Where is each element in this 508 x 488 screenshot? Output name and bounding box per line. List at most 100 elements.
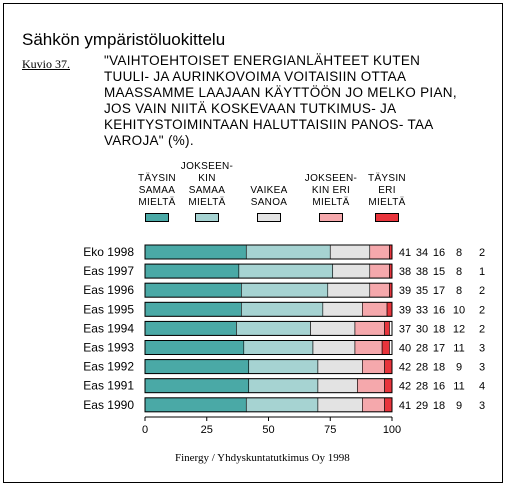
value-label: 18 <box>433 400 445 412</box>
bar-segment <box>310 321 356 336</box>
bar-segment <box>354 321 385 336</box>
category-label: Eas 1996 <box>83 283 134 297</box>
legend-label: JOKSEEN- KIN ERI MIELTÄ <box>304 173 358 208</box>
category-label: Eas 1991 <box>83 379 134 393</box>
category-label: Eko 1998 <box>83 245 134 259</box>
value-label: 4 <box>479 381 485 393</box>
bar-segment <box>332 263 371 279</box>
value-label: 39 <box>399 304 411 316</box>
chart-title: Sähkön ympäristöluokittelu <box>22 30 226 49</box>
bar-segment <box>329 244 371 260</box>
survey-question: "VAIHTOEHTOISET ENERGIANLÄHTEET KUTEN TU… <box>104 53 457 148</box>
bar-segment <box>144 340 245 355</box>
value-label: 11 <box>453 343 464 355</box>
value-label: 8 <box>456 247 462 259</box>
value-label: 11 <box>453 381 464 393</box>
legend-swatch <box>195 213 219 222</box>
legend-item: TÄYSIN ERI MIELTÄ <box>359 173 415 222</box>
bar-segment <box>369 263 390 279</box>
value-label: 18 <box>433 362 445 374</box>
bar-segment <box>312 340 356 355</box>
value-label: 8 <box>456 285 462 297</box>
value-label: 28 <box>416 381 428 393</box>
bar-segment <box>386 301 393 317</box>
value-label: 28 <box>416 343 428 355</box>
bar-outline <box>144 397 393 413</box>
value-label: 17 <box>433 343 445 355</box>
value-label: 37 <box>399 323 411 335</box>
bar-segment <box>144 244 247 260</box>
x-tick-label: 50 <box>262 424 274 436</box>
bar-segment <box>384 397 393 413</box>
value-label: 2 <box>479 304 485 316</box>
bar-segment <box>369 244 390 260</box>
category-label: Eas 1997 <box>83 264 134 278</box>
value-label: 42 <box>399 362 411 374</box>
legend-swatch <box>375 213 399 222</box>
value-label: 9 <box>456 400 462 412</box>
bar-segment <box>317 378 358 394</box>
value-label: 38 <box>416 266 428 278</box>
bar-segment <box>381 340 390 355</box>
legend-item: VAIKEA SANOA <box>241 173 297 222</box>
bar-segment <box>238 263 334 279</box>
bar-segment <box>384 359 393 374</box>
value-label: 16 <box>433 381 445 393</box>
category-label: Eas 1992 <box>83 360 134 374</box>
bar-outline <box>144 282 393 298</box>
value-label: 18 <box>433 323 445 335</box>
category-label: Eas 1994 <box>83 321 134 335</box>
value-label: 3 <box>479 362 485 374</box>
value-label: 38 <box>399 266 411 278</box>
bar-segment <box>322 301 363 317</box>
bar-outline <box>144 378 393 394</box>
value-label: 8 <box>456 266 462 278</box>
bar-segment <box>144 301 242 317</box>
value-label: 28 <box>416 362 428 374</box>
x-tick-label: 75 <box>324 424 336 436</box>
bar-segment <box>245 244 331 260</box>
bar-segment <box>241 301 324 317</box>
bar-outline <box>144 263 393 279</box>
legend-item: JOKSEEN- KIN ERI MIELTÄ <box>303 173 359 222</box>
value-label: 3 <box>479 343 485 355</box>
value-label: 29 <box>416 400 428 412</box>
value-label: 15 <box>433 266 445 278</box>
legend-item: TÄYSIN SAMAA MIELTÄ <box>129 173 185 222</box>
bar-segment <box>144 359 250 374</box>
value-label: 2 <box>479 247 485 259</box>
value-label: 17 <box>433 285 445 297</box>
category-label: Eas 1995 <box>83 302 134 316</box>
value-label: 40 <box>399 343 411 355</box>
bar-segment <box>317 397 363 413</box>
legend-label: VAIKEA SANOA <box>250 185 288 208</box>
bar-segment <box>241 282 329 298</box>
bar-segment <box>248 359 319 374</box>
value-label: 12 <box>453 323 465 335</box>
bar-segment <box>144 263 240 279</box>
value-label: 30 <box>416 323 428 335</box>
value-label: 41 <box>399 247 411 259</box>
bar-segment <box>354 340 383 355</box>
value-label: 2 <box>479 323 485 335</box>
x-tick-label: 25 <box>201 424 213 436</box>
value-label: 33 <box>416 304 428 316</box>
category-label: Eas 1990 <box>83 398 134 412</box>
value-label: 9 <box>456 362 462 374</box>
bar-segment <box>327 282 371 298</box>
source-note: Finergy / Yhdyskuntatutkimus Oy 1998 <box>175 452 350 464</box>
bar-outline <box>144 359 393 375</box>
bar-segment <box>144 282 242 298</box>
bar-segment <box>357 378 385 394</box>
value-label: 10 <box>453 304 465 316</box>
value-label: 16 <box>433 247 445 259</box>
bar-segment <box>248 378 319 394</box>
legend-swatch <box>257 213 281 222</box>
bar-segment <box>384 321 390 336</box>
value-label: 39 <box>399 285 411 297</box>
bar-segment <box>362 301 388 317</box>
value-label: 3 <box>479 400 485 412</box>
bar-segment <box>243 340 314 355</box>
legend-swatch <box>145 213 169 222</box>
